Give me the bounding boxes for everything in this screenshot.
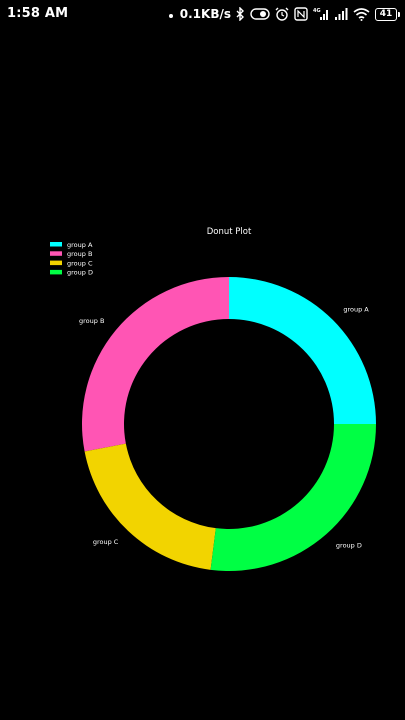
slice-labels: group A group B group C group D: [79, 306, 369, 550]
slice-label: group C: [93, 538, 119, 546]
legend-label: group A: [67, 241, 93, 249]
legend-swatch: [50, 251, 62, 256]
legend-swatch: [50, 269, 62, 275]
legend-swatch: [50, 242, 62, 247]
slice-label: group A: [343, 306, 369, 314]
donut-slice-group-a: [229, 277, 376, 424]
legend-label: group B: [67, 250, 92, 258]
net-speed: 0.1KB/s: [179, 7, 231, 21]
signal-icon: [334, 7, 348, 21]
donut-slice-group-d: [210, 424, 376, 571]
nfc-icon: [294, 7, 308, 21]
slice-label: group B: [79, 317, 104, 325]
wifi-icon: [353, 7, 370, 21]
network-type-label: 4G: [313, 8, 321, 14]
bluetooth-icon: [236, 7, 245, 21]
legend-label: group D: [67, 269, 93, 277]
donut-slice-group-c: [84, 443, 216, 570]
legend-swatch: [50, 260, 62, 266]
status-icons: 0.1KB/s 4G 41: [167, 5, 400, 23]
legend-label: group C: [67, 259, 93, 267]
dots-icon: [167, 9, 175, 19]
slice-label: group D: [336, 541, 362, 549]
status-bar: 1:58 AM 0.1KB/s 4G 41: [0, 0, 405, 28]
donut-slices: [82, 277, 376, 571]
signal-icon: 4G: [313, 7, 329, 21]
donut-slice-group-b: [82, 277, 229, 452]
alarm-icon: [275, 7, 289, 21]
battery-icon: 41: [375, 7, 400, 21]
chart-title: Donut Plot: [207, 227, 252, 237]
toggle-icon: [250, 8, 270, 20]
status-time: 1:58 AM: [7, 6, 69, 21]
